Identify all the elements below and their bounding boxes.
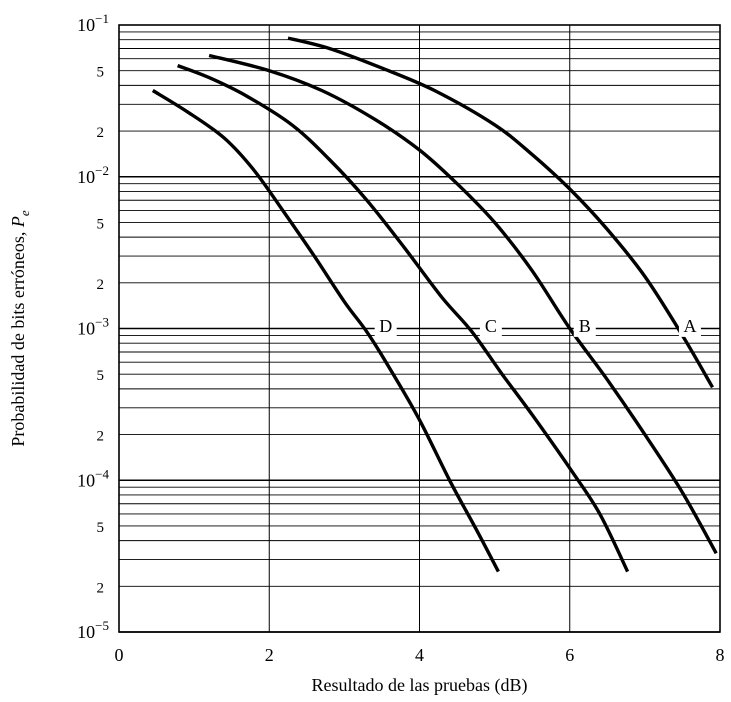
curve-D xyxy=(151,89,500,573)
x-tick-label: 6 xyxy=(565,645,574,665)
y-tick-label-decade: 10−3 xyxy=(77,315,109,339)
x-tick-label: 4 xyxy=(415,645,424,665)
y-tick-label-decade: 10−4 xyxy=(77,466,109,490)
curve-B xyxy=(208,53,718,555)
y-tick-label-minor: 2 xyxy=(97,429,105,445)
tick-labels: 0 2 4 6 8 10−1 10−2 10−3 10−4 10−5 5 2 5 2 5 2 5 2 xyxy=(77,11,724,665)
series-label-B: B xyxy=(579,316,591,336)
y-tick-label-minor: 2 xyxy=(97,277,105,293)
series-label-bg xyxy=(479,316,502,337)
y-axis-label-text: Probabilidad de bits erróneos, xyxy=(8,227,28,446)
series-label-D: D xyxy=(379,316,392,336)
grid xyxy=(118,25,721,633)
y-tick-label-minor: 2 xyxy=(97,580,105,596)
series-label-bg xyxy=(374,316,397,337)
series-label-A: A xyxy=(683,316,696,336)
x-tick-label: 8 xyxy=(716,645,725,665)
y-axis-label: Probabilidad de bits erróneos, Pe xyxy=(8,210,32,446)
y-tick-label-decade: 10−5 xyxy=(77,618,109,642)
y-tick-label-minor: 2 xyxy=(97,125,105,141)
x-axis-label: Resultado de las pruebas (dB) xyxy=(312,675,528,696)
x-tick-label: 2 xyxy=(265,645,274,665)
curves xyxy=(151,36,718,573)
series-label-C: C xyxy=(485,316,497,336)
y-axis-label-symbol: P xyxy=(8,216,28,228)
y-tick-label-decade: 10−1 xyxy=(77,11,109,35)
x-tick-label: 0 xyxy=(115,645,124,665)
y-axis-label-subscript: e xyxy=(17,210,32,216)
series-labels: A B C D xyxy=(374,316,701,337)
plot-frame xyxy=(118,24,721,633)
series-label-bg xyxy=(573,316,596,337)
y-tick-label-minor: 5 xyxy=(97,368,105,384)
y-tick-label-decade: 10−2 xyxy=(77,163,109,187)
y-tick-label-minor: 5 xyxy=(97,65,105,81)
curve-A xyxy=(287,36,714,389)
series-label-bg xyxy=(678,316,701,337)
y-tick-label-minor: 5 xyxy=(97,216,105,232)
y-tick-label-minor: 5 xyxy=(97,520,105,536)
curve-C xyxy=(176,64,630,573)
